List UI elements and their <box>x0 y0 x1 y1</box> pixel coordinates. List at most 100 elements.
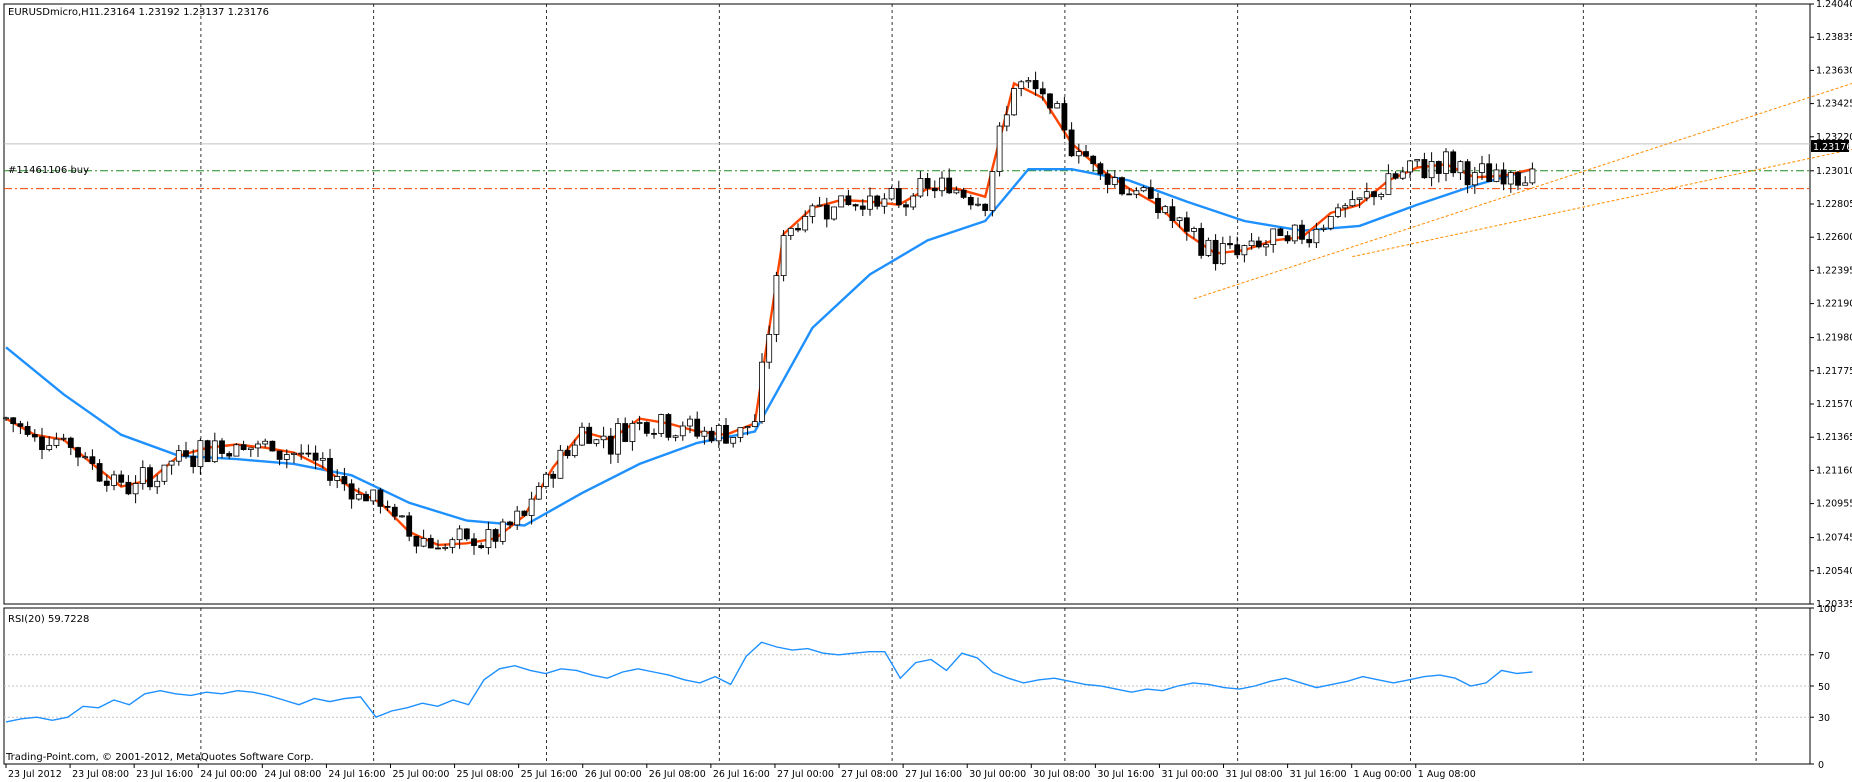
candle-body <box>1234 244 1241 256</box>
candle-body <box>183 450 189 457</box>
candle-body <box>1198 228 1205 256</box>
candle-body <box>427 537 434 549</box>
candle-body <box>125 481 132 495</box>
candle-body <box>1255 240 1262 248</box>
candle-body <box>327 457 333 481</box>
candle-body <box>852 204 859 207</box>
candle-body <box>1219 243 1226 265</box>
candle-body <box>1083 151 1089 157</box>
candle-body <box>759 361 765 422</box>
candle-body <box>75 447 81 458</box>
candle-body <box>607 435 614 455</box>
candle-body <box>161 464 168 482</box>
candle-body <box>1183 217 1190 232</box>
candle-body <box>1205 239 1212 256</box>
candle-body <box>1284 235 1291 242</box>
candle-body <box>931 187 938 192</box>
copyright-text: Trading-Point.com, © 2001-2012, MetaQuot… <box>5 752 314 763</box>
time-tick-label: 27 Jul 00:00 <box>777 769 834 780</box>
time-tick-label: 31 Jul 16:00 <box>1290 769 1347 780</box>
candle-body <box>1529 168 1536 184</box>
candle-body <box>521 510 528 516</box>
candle-body <box>1061 103 1068 131</box>
current-price-badge <box>1811 140 1849 152</box>
candle-body <box>1421 159 1428 179</box>
candle-body <box>579 426 585 446</box>
candle-body <box>910 195 917 208</box>
candle-body <box>1241 245 1248 256</box>
candle-body <box>859 205 866 210</box>
price-tick-label: 1.22190 <box>1816 299 1852 310</box>
candle-body <box>17 423 24 427</box>
candle-body <box>1090 155 1097 165</box>
time-tick-label: 23 Jul 2012 <box>8 769 62 780</box>
rsi-tick-label: 30 <box>1818 713 1830 724</box>
candle-body <box>658 414 665 434</box>
candle-body <box>1039 88 1046 95</box>
candle-body <box>679 425 686 437</box>
candle-body <box>507 521 513 526</box>
grid <box>200 4 1757 764</box>
candle-body <box>874 195 881 207</box>
candle-body <box>895 188 902 206</box>
candle-body <box>39 436 45 450</box>
candle-body <box>1291 224 1298 242</box>
candle-body <box>1162 206 1169 214</box>
candle-body <box>881 198 888 207</box>
candle-body <box>1522 182 1529 186</box>
candle-body <box>924 178 931 189</box>
candle-body <box>312 452 319 461</box>
trendline <box>1193 82 1852 300</box>
candle-body <box>773 275 780 335</box>
candle-body <box>1493 169 1500 182</box>
price-tick-label: 1.20955 <box>1816 499 1852 510</box>
candle-body <box>557 449 564 479</box>
candle-body <box>197 440 204 468</box>
candle-body <box>1320 227 1327 230</box>
candle-body <box>672 435 679 438</box>
time-tick-label: 1 Aug 00:00 <box>1354 769 1412 780</box>
candle-body <box>1133 190 1140 195</box>
candle-body <box>276 450 283 460</box>
rsi-indicator <box>4 641 1810 723</box>
candle-body <box>1068 129 1075 157</box>
candle-body <box>1126 193 1133 196</box>
ohlc-label: 1.23164 1.23192 1.23137 1.23176 <box>94 7 269 18</box>
candle-body <box>1335 207 1341 217</box>
rsi-chart-frame <box>3 607 1811 765</box>
candle-body <box>723 424 729 444</box>
candle-body <box>391 506 398 517</box>
candle-body <box>687 418 693 427</box>
rsi-tick-label: 0 <box>1818 760 1824 771</box>
candle-body <box>795 227 801 231</box>
candle-body <box>989 171 996 211</box>
order-line-label: #11461106 buy <box>8 165 89 176</box>
time-tick-label: 25 Jul 16:00 <box>521 769 578 780</box>
candle-body <box>953 189 960 194</box>
rsi-line <box>5 641 1533 723</box>
candle-body <box>377 489 384 507</box>
candle-body <box>413 535 420 547</box>
candle-body <box>1263 244 1269 248</box>
time-tick-label: 24 Jul 08:00 <box>264 769 321 780</box>
candle-body <box>175 450 182 462</box>
candle-body <box>903 204 909 208</box>
candle-body <box>838 195 845 208</box>
candle-body <box>543 473 549 487</box>
candle-body <box>1378 193 1385 198</box>
time-tick-label: 25 Jul 08:00 <box>457 769 514 780</box>
candle-body <box>1428 161 1435 179</box>
time-tick-label: 24 Jul 00:00 <box>200 769 257 780</box>
rsi-label: RSI(20) 59.7228 <box>8 614 89 625</box>
candle-body <box>643 422 650 434</box>
candle-body <box>139 467 146 484</box>
candle-body <box>60 437 67 440</box>
candle-body <box>341 476 348 485</box>
candle-body <box>24 425 31 435</box>
candle-body <box>46 445 53 450</box>
candle-body <box>1119 177 1125 195</box>
candlesticks <box>3 71 1536 555</box>
trendlines <box>1193 82 1852 300</box>
candle-body <box>586 426 593 444</box>
candle-body <box>211 440 218 463</box>
